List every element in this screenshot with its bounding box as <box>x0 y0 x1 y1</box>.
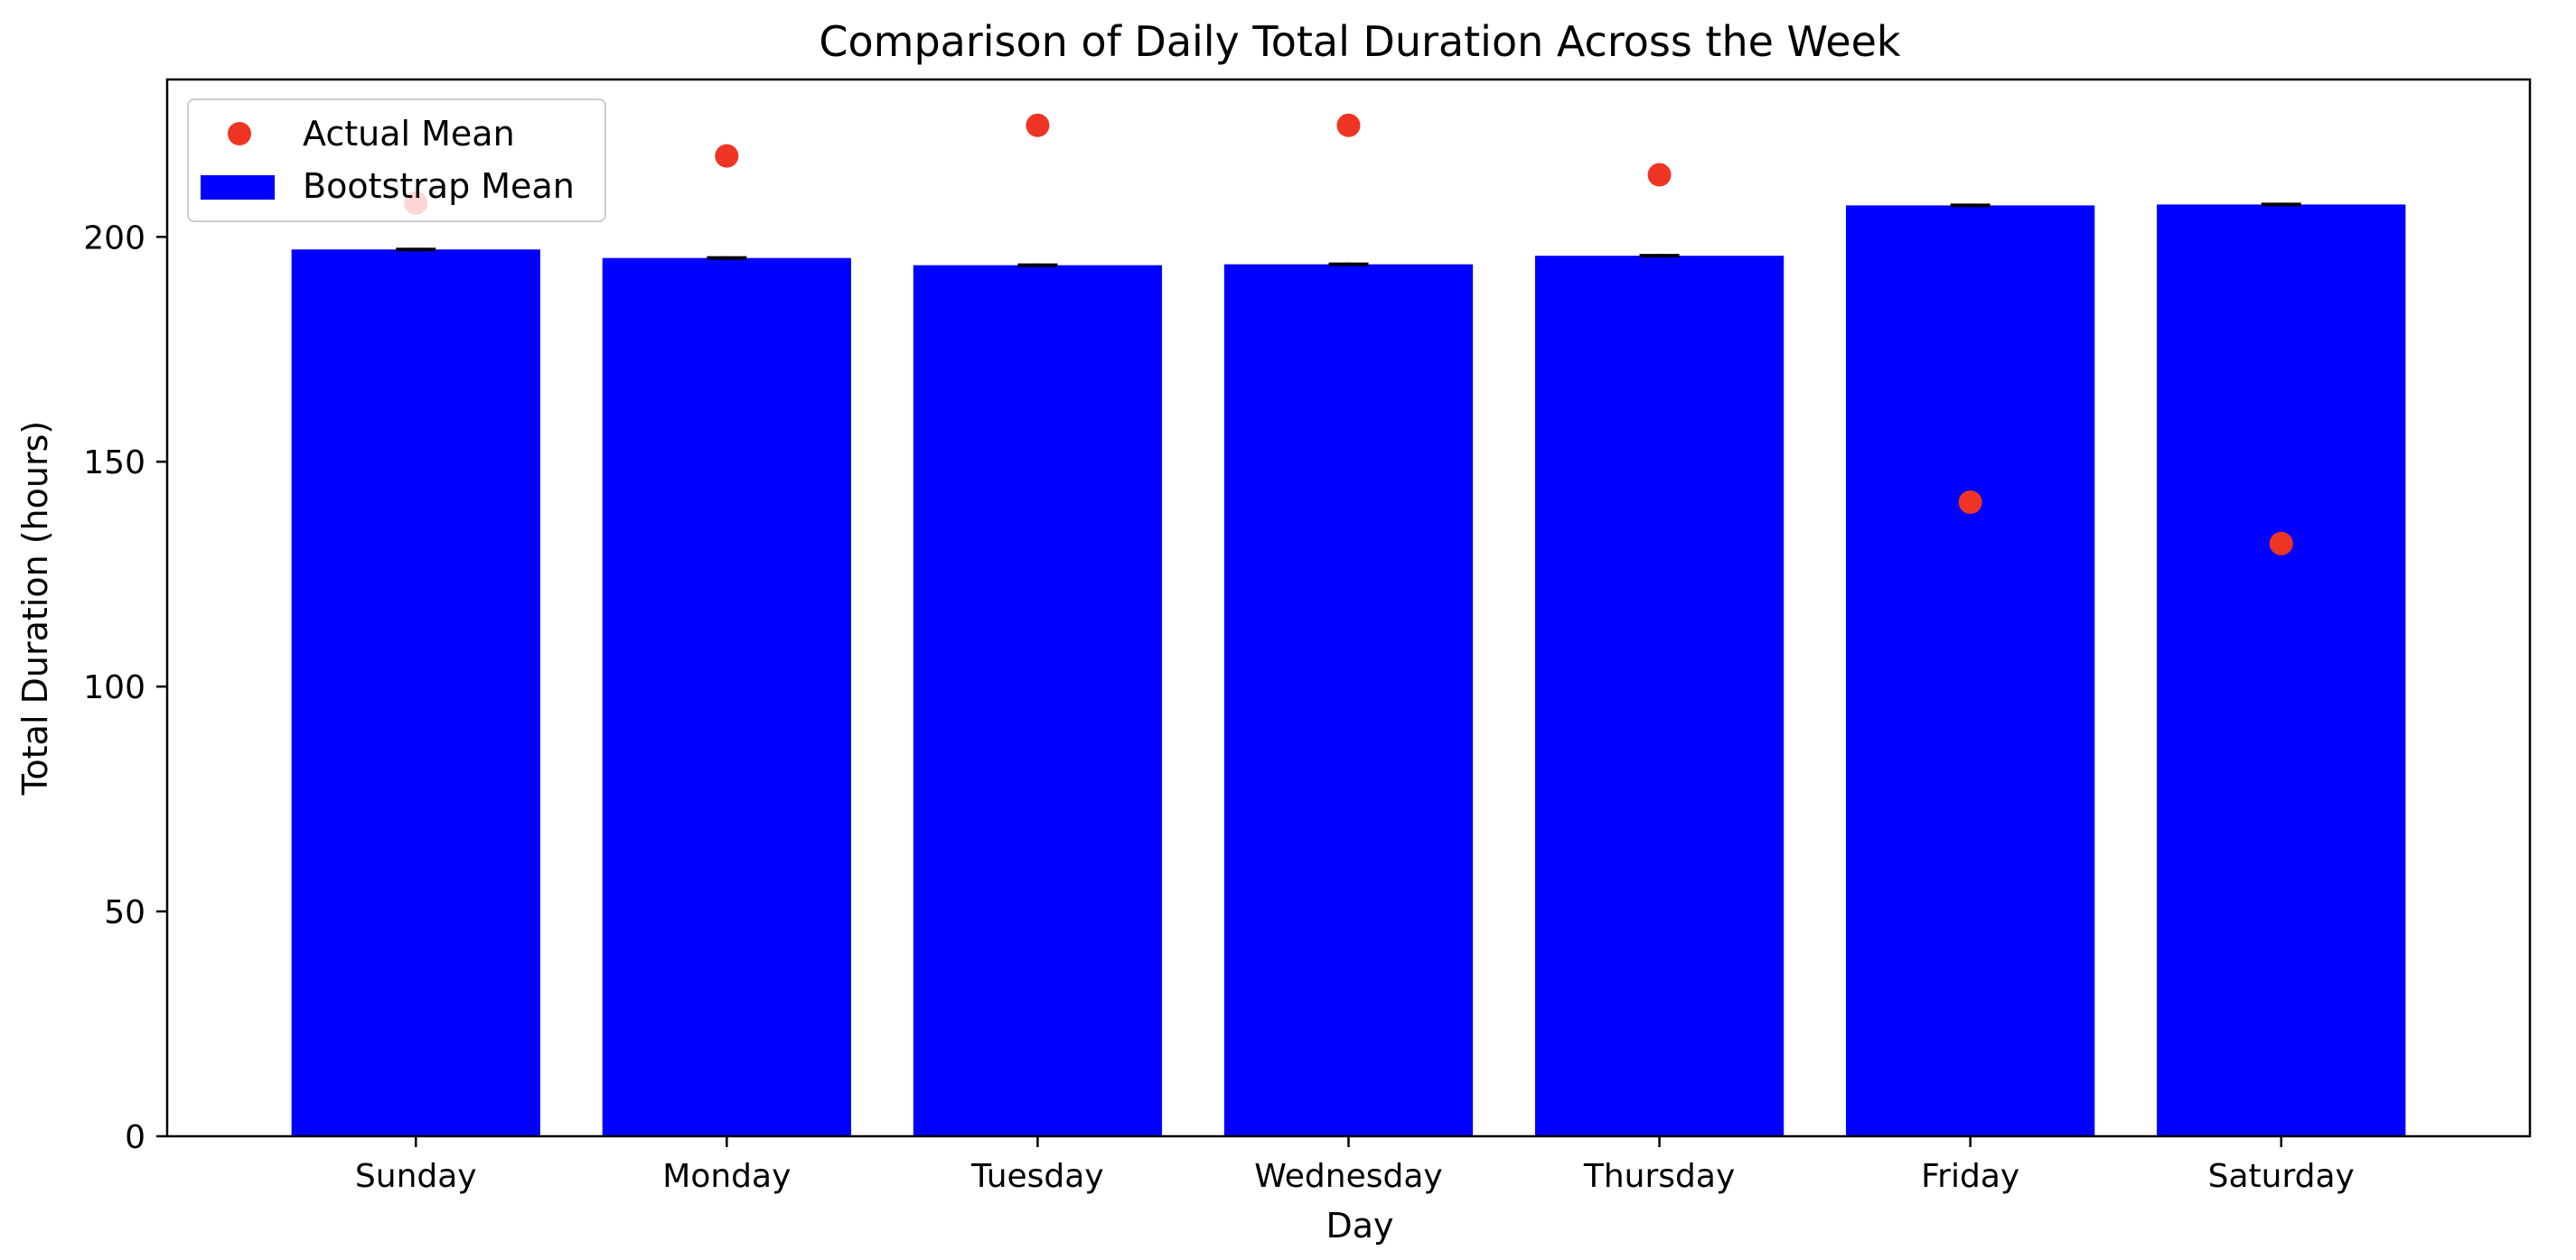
y-axis-label: Total Duration (hours) <box>15 421 55 796</box>
bars-layer <box>291 204 2406 1137</box>
plot-area <box>165 78 2532 1138</box>
point-actual-mean-tuesday <box>1026 113 1050 137</box>
legend-label-bootstrap-mean: Bootstrap Mean <box>303 166 575 206</box>
bar-monday <box>602 257 851 1137</box>
legend-label-actual-mean: Actual Mean <box>303 114 515 154</box>
point-actual-mean-friday <box>1958 490 1982 514</box>
legend: Actual Mean Bootstrap Mean <box>187 98 606 222</box>
x-tick-label-sunday: Sunday <box>355 1158 477 1195</box>
chart-title: Comparison of Daily Total Duration Acros… <box>819 17 1901 66</box>
x-tick-label-saturday: Saturday <box>2208 1158 2355 1195</box>
point-actual-mean-wednesday <box>1336 113 1361 137</box>
x-tick-label-wednesday: Wednesday <box>1254 1158 1442 1195</box>
point-actual-mean-thursday <box>1647 163 1672 187</box>
point-actual-mean-saturday <box>2269 531 2293 555</box>
legend-marker-actual-mean <box>228 122 251 145</box>
bar-sunday <box>291 249 540 1136</box>
bar-saturday <box>2157 204 2406 1137</box>
point-actual-mean-monday <box>715 144 739 168</box>
y-tick-label-50: 50 <box>104 894 145 931</box>
y-axis: 0 50 100 150 200 <box>83 219 167 1156</box>
x-tick-label-friday: Friday <box>1921 1158 2019 1195</box>
x-tick-label-monday: Monday <box>662 1158 791 1195</box>
y-tick-label-150: 150 <box>83 444 145 481</box>
bar-friday <box>1846 205 2095 1136</box>
x-tick-label-thursday: Thursday <box>1583 1158 1735 1195</box>
y-tick-label-0: 0 <box>125 1119 145 1156</box>
errorbars-layer <box>396 202 2301 267</box>
legend-marker-bootstrap-mean <box>201 175 275 200</box>
x-axis-label: Day <box>1325 1206 1393 1246</box>
bar-wednesday <box>1223 264 1474 1137</box>
x-axis: Sunday Monday Tuesday Wednesday Thursday Frid… <box>355 1136 2355 1195</box>
bar-thursday <box>1534 256 1784 1136</box>
bar-tuesday <box>913 265 1163 1136</box>
points-layer <box>404 113 2293 555</box>
legend-box <box>187 98 606 222</box>
y-tick-label-200: 200 <box>83 219 145 257</box>
y-tick-label-100: 100 <box>83 669 145 706</box>
x-tick-label-tuesday: Tuesday <box>970 1158 1103 1195</box>
